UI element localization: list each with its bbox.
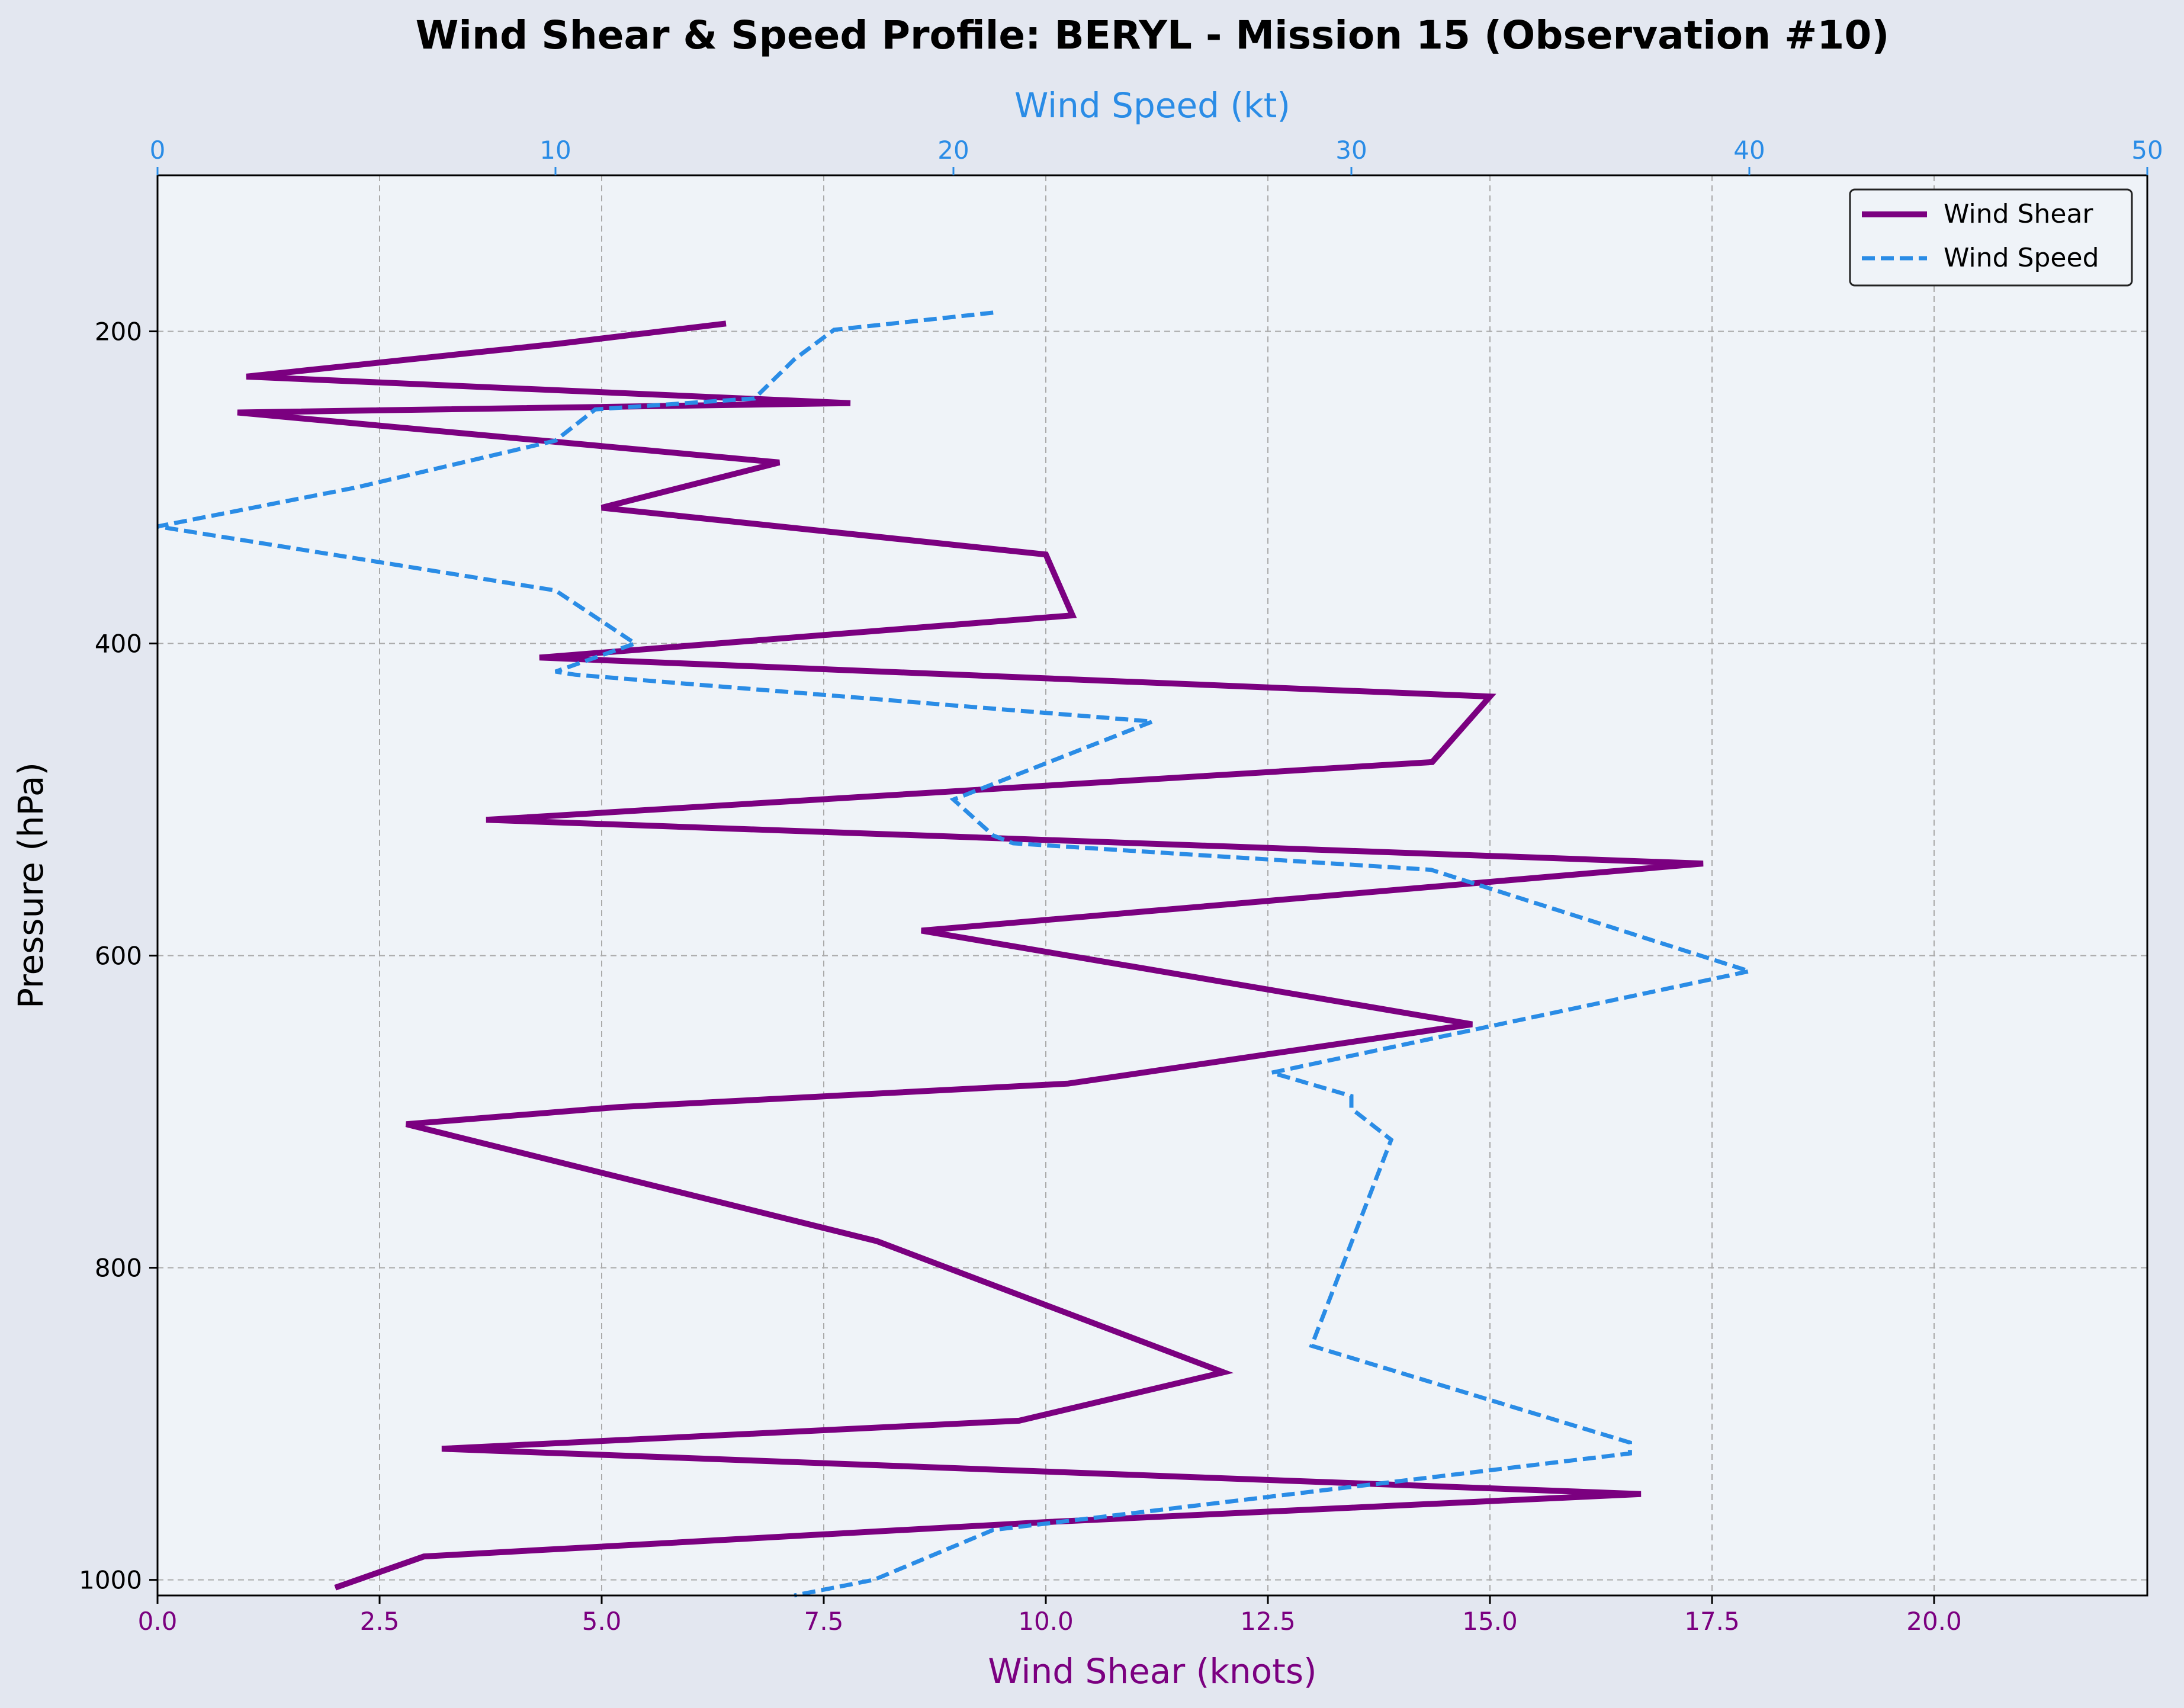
tick-label-top: 10: [539, 136, 571, 165]
tick-label-bottom: 2.5: [360, 1607, 400, 1636]
tick-label-left: 200: [95, 317, 142, 346]
plot-frame: [156, 174, 2148, 1597]
tick-label-top: 0: [150, 136, 166, 165]
tick-label-bottom: 0.0: [138, 1607, 178, 1636]
tick-label-bottom: 7.5: [804, 1607, 844, 1636]
tick-label-bottom: 17.5: [1684, 1607, 1740, 1636]
series-line-wind-shear: [237, 320, 1704, 1591]
tick-label-bottom: 12.5: [1240, 1607, 1296, 1636]
plot-area: [158, 175, 2147, 1595]
tick-label-left: 400: [95, 630, 142, 659]
chart-title: Wind Shear & Speed Profile: BERYL - Miss…: [416, 12, 1890, 58]
tick-label-left: 800: [95, 1254, 142, 1283]
tick-label-top: 30: [1335, 136, 1367, 165]
tick-label-left: 1000: [79, 1566, 142, 1595]
series-line-wind-speed: [157, 310, 1758, 1598]
grid-lines: [157, 175, 2147, 1595]
tick-label-top: 20: [937, 136, 969, 165]
tick-label-bottom: 20.0: [1906, 1607, 1962, 1636]
tick-label-bottom: 15.0: [1462, 1607, 1518, 1636]
tick-label-bottom: 10.0: [1018, 1607, 1074, 1636]
tick-label-top: 40: [1733, 136, 1765, 165]
series-lines: [157, 310, 1758, 1598]
legend-label-wind-shear: Wind Shear: [1944, 199, 2093, 229]
tick-label-left: 600: [95, 942, 142, 971]
y-axis-label: Pressure (hPa): [11, 762, 51, 1009]
axis-ticks: 0.0 2.5 5.0 7.5 10.0 12.5 15.0 17.5 20.0 0 10 20 30 4…: [79, 136, 2163, 1636]
tick-label-top: 50: [2131, 136, 2163, 165]
legend: Wind Shear Wind Speed: [1849, 188, 2133, 287]
top-axis-label: Wind Speed (kt): [1014, 85, 1290, 126]
tick-label-bottom: 5.0: [582, 1607, 622, 1636]
legend-label-wind-speed: Wind Speed: [1944, 243, 2099, 273]
bottom-axis-label: Wind Shear (knots): [988, 1651, 1316, 1691]
